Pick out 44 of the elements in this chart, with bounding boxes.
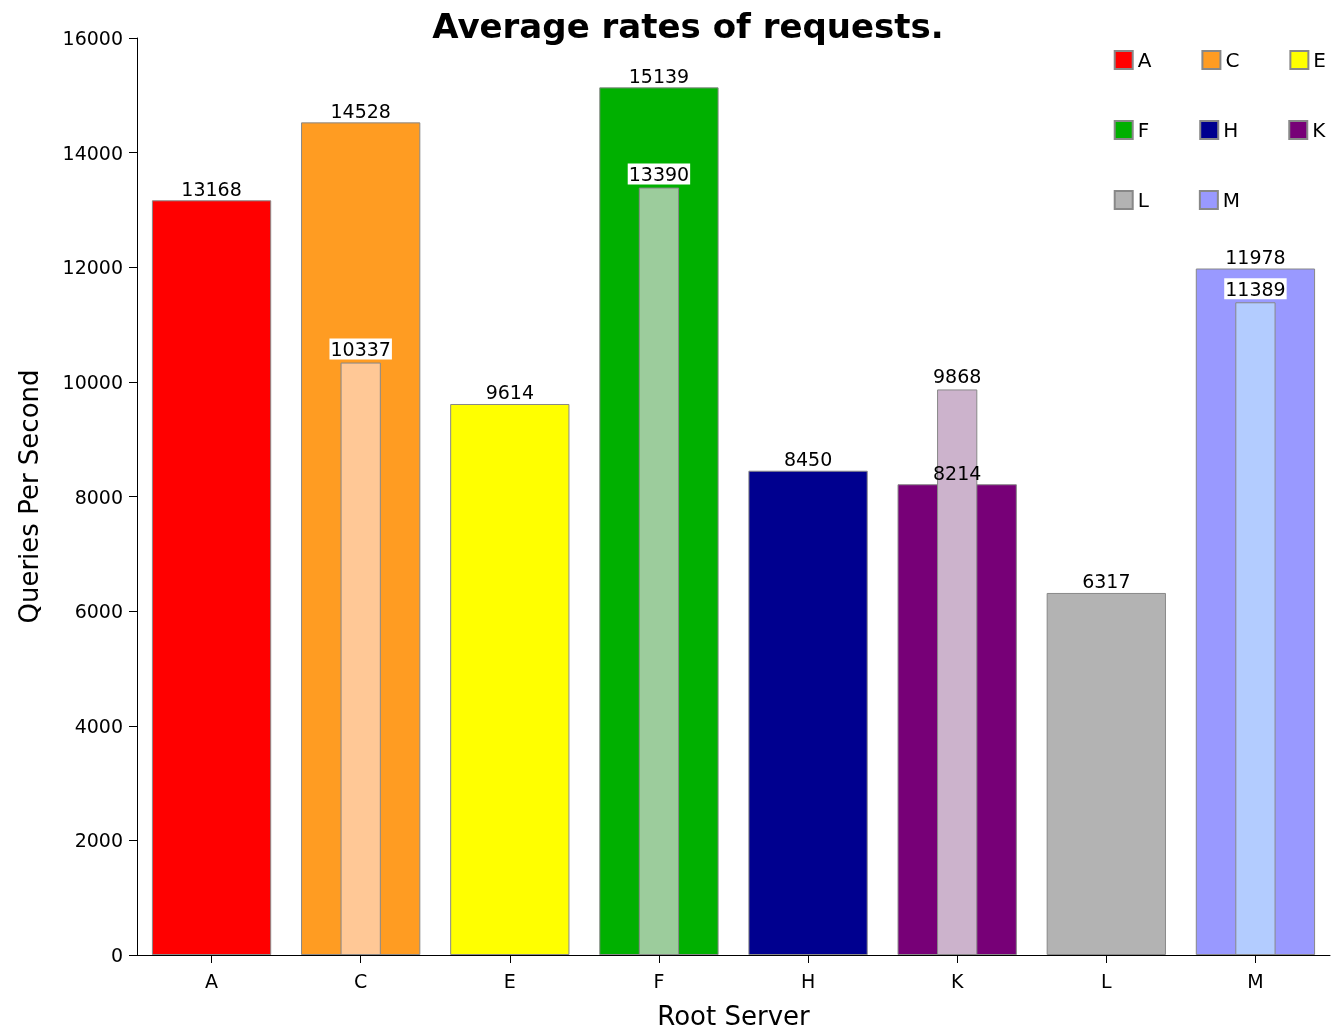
y-tick-label: 12000 [62,256,123,279]
y-axis-title: Queries Per Second [14,369,44,624]
bar [450,404,570,955]
data-label: 9614 [485,381,534,404]
y-tick-label: 10000 [62,370,123,393]
bar [748,470,868,955]
legend-label: E [1313,48,1326,72]
legend-label: K [1312,118,1327,142]
x-tick-label: H [800,969,816,992]
data-label: 13168 [181,177,242,200]
y-tick-label: 0 [110,944,123,966]
data-label: 15139 [628,64,690,87]
x-tick-label: E [503,969,516,992]
data-label: 8450 [783,448,833,471]
x-tick-label: L [1101,969,1113,992]
data-label: 6317 [1082,570,1131,593]
x-tick-label: M [1247,969,1264,992]
legend-label: L [1137,188,1150,212]
x-tick-label: K [950,969,964,992]
data-label: 11389 [1225,277,1286,300]
x-tick-label: A [205,969,219,992]
y-tick-label: 4000 [74,714,123,737]
x-tick-label: F [653,969,665,992]
legend-label: M [1222,188,1241,212]
legend-label: C [1225,48,1240,72]
bar [1046,592,1166,955]
bar [151,200,272,955]
x-tick-label: C [354,969,368,992]
y-tick-label: 2000 [74,829,123,852]
data-label: 11978 [1225,246,1286,269]
data-label: 8214 [933,461,982,484]
y-tick-label: 6000 [74,600,123,623]
legend-label: H [1223,118,1239,142]
y-tick-label: 16000 [62,27,123,49]
legend-label: F [1137,118,1150,142]
data-label: 14528 [330,99,391,122]
y-tick-label: 14000 [62,141,123,164]
legend-label: A [1137,48,1152,72]
data-label: 10337 [330,338,391,361]
data-label: 9868 [933,364,982,387]
y-tick-label: 8000 [74,485,123,508]
x-axis-title: Root Server [657,1001,811,1031]
chart-title: Average rates of requests. [432,6,944,46]
data-label: 13390 [628,163,690,186]
